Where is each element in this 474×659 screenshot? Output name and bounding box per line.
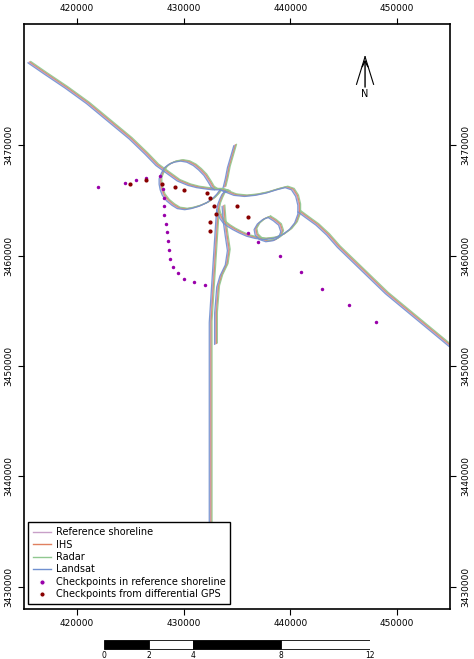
- Text: 12: 12: [365, 651, 374, 659]
- Text: 2: 2: [146, 651, 151, 659]
- Text: 0: 0: [102, 651, 107, 659]
- Bar: [193, 640, 281, 648]
- Bar: [281, 640, 370, 648]
- Legend: Reference shoreline, IHS, Radar, Landsat, Checkpoints in reference shoreline, Ch: Reference shoreline, IHS, Radar, Landsat…: [28, 523, 230, 604]
- Bar: [104, 640, 148, 648]
- Text: 8: 8: [279, 651, 283, 659]
- Text: 4: 4: [191, 651, 195, 659]
- Text: N: N: [361, 89, 369, 99]
- Bar: [148, 640, 193, 648]
